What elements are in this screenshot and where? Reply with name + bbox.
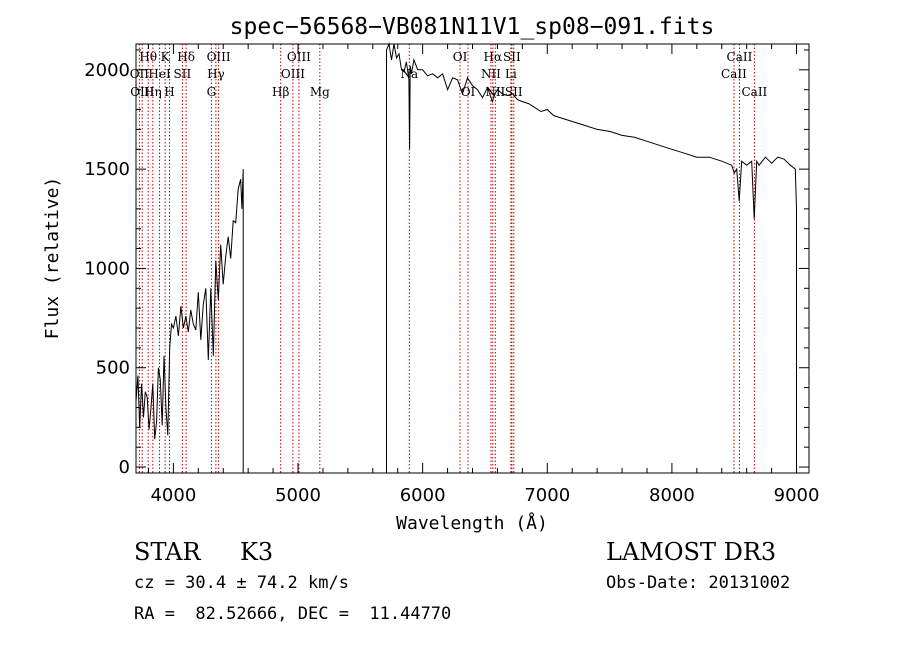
line-label: OIII [281, 67, 305, 81]
emission-line-markers [138, 44, 755, 473]
line-label: OI [453, 50, 468, 64]
line-label: H [164, 85, 174, 99]
line-label: OIII [207, 50, 231, 64]
line-label: K [161, 50, 171, 64]
line-label: OIII [287, 50, 311, 64]
x-tick-label: 8000 [649, 485, 695, 506]
line-label: CaII [727, 50, 753, 64]
line-label: OII [130, 67, 150, 81]
y-tick-label: 0 [119, 457, 130, 478]
line-label: Hβ [272, 85, 289, 99]
y-tick-label: 2000 [84, 60, 130, 81]
x-tick-label: 5000 [275, 485, 321, 506]
line-label: SII [505, 85, 523, 99]
plot-frame [135, 43, 810, 474]
axis-tick-labels: 4000 5000 6000 7000 8000 9000 0 500 1000 1500 2000 [84, 60, 819, 506]
line-label: SII [503, 50, 521, 64]
line-label: Hδ [177, 50, 195, 64]
line-label: Na [400, 67, 418, 81]
line-label: Hη [144, 85, 162, 99]
x-tick-label: 9000 [774, 485, 820, 506]
line-label: Hα [484, 50, 503, 64]
line-label: HeI [148, 67, 171, 81]
line-label: G [207, 85, 217, 99]
line-label: NII [481, 67, 501, 81]
line-label: Hθ [139, 50, 157, 64]
x-tick-label: 4000 [150, 485, 196, 506]
line-label: Li [505, 67, 517, 81]
spectral-subclass: K3 [240, 538, 274, 566]
line-label: CaII [741, 85, 767, 99]
y-tick-label: 500 [96, 358, 130, 379]
spectrum-line [135, 42, 797, 474]
survey-name: LAMOST DR3 [606, 538, 777, 566]
redshift-velocity: cz = 30.4 ± 74.2 km/s [134, 573, 349, 593]
y-tick-label: 1000 [84, 258, 130, 279]
x-tick-label: 7000 [524, 485, 570, 506]
x-tick-label: 6000 [400, 485, 446, 506]
x-axis-label: Wavelength (Å) [396, 512, 548, 534]
line-label: SII [174, 67, 192, 81]
y-axis-label: Flux (relative) [42, 177, 63, 340]
object-class: STAR [134, 538, 201, 566]
line-label: Mg [310, 85, 330, 99]
y-tick-label: 1500 [84, 159, 130, 180]
coordinates: RA = 82.52666, DEC = 11.44770 [134, 604, 452, 624]
chart-title: spec−56568−VB081N11V1_sp08−091.fits [230, 14, 715, 40]
observation-date: Obs-Date: 20131002 [606, 573, 791, 593]
line-label: CaII [721, 67, 747, 81]
axis-ticks [136, 44, 809, 473]
line-label: Hγ [207, 67, 225, 81]
